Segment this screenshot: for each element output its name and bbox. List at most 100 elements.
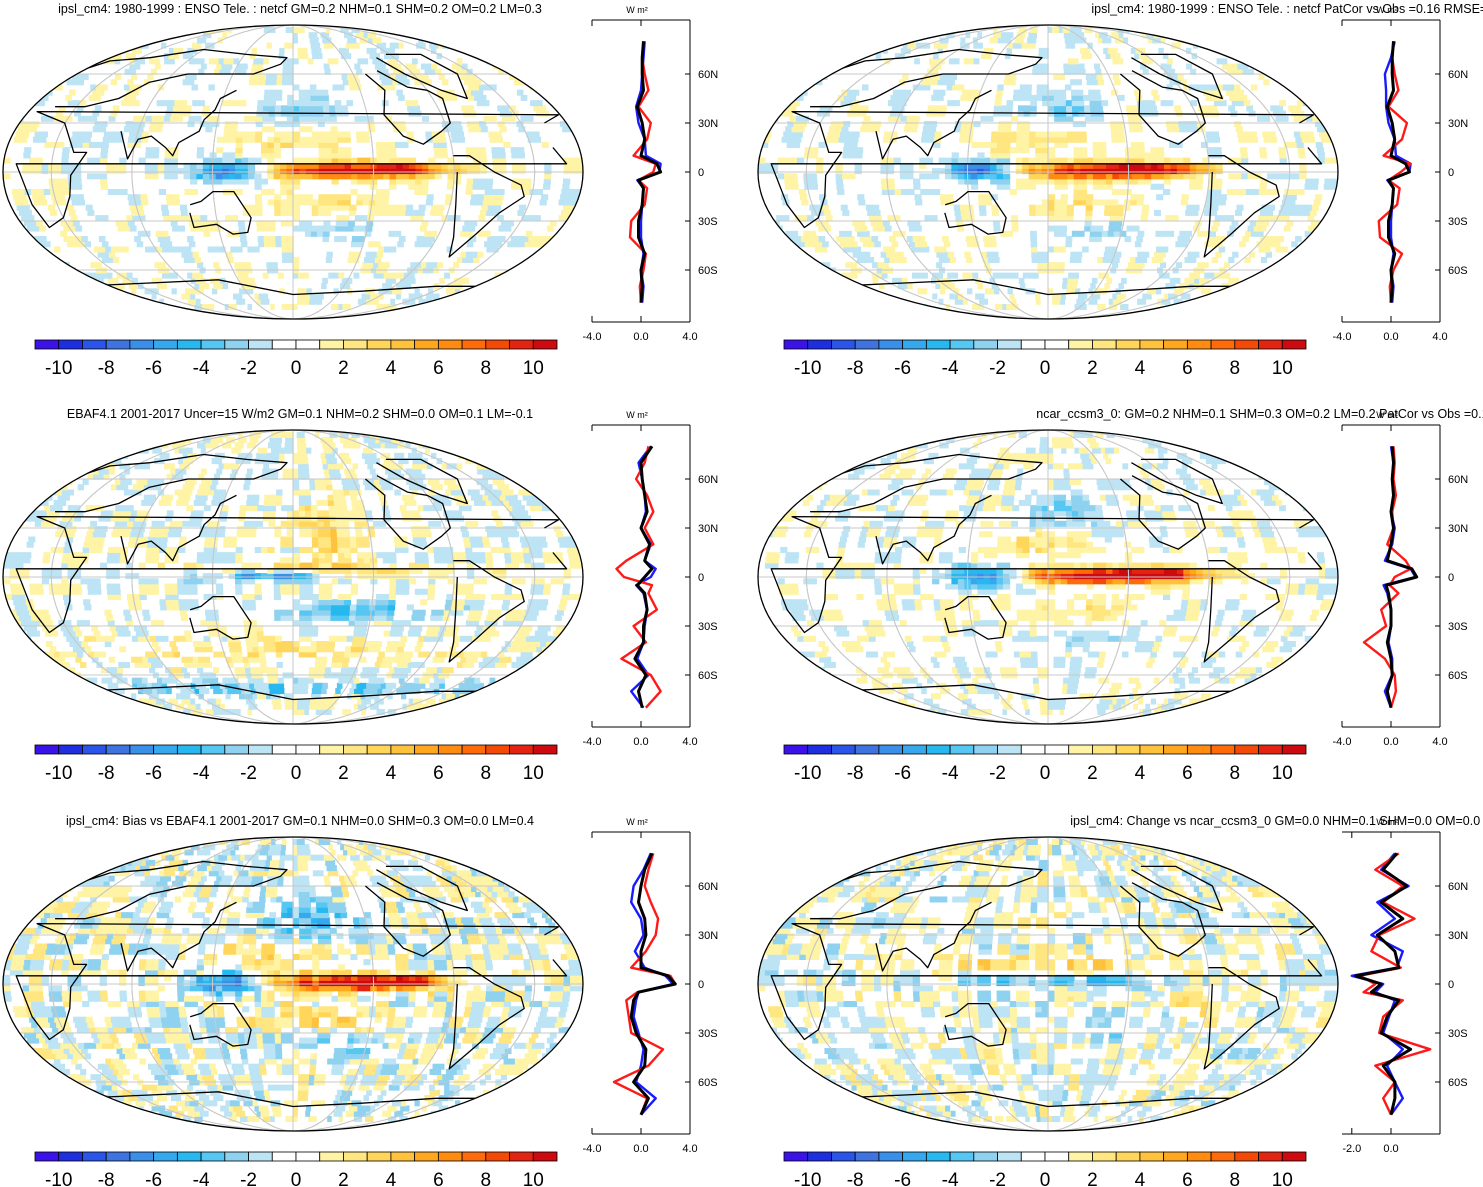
heatmap-cell bbox=[248, 136, 256, 143]
heatmap-cell bbox=[317, 121, 325, 128]
heatmap-cell bbox=[821, 272, 828, 279]
heatmap-cell bbox=[961, 215, 969, 222]
heatmap-cell bbox=[18, 188, 26, 196]
heatmap-cell bbox=[938, 110, 946, 117]
heatmap-cell bbox=[337, 147, 346, 154]
heatmap-cell bbox=[1027, 37, 1033, 44]
heatmap-cell bbox=[222, 162, 230, 169]
heatmap-cell bbox=[312, 32, 318, 39]
colorbar-swatch bbox=[1115, 339, 1141, 350]
heatmap-cell bbox=[32, 100, 39, 107]
heatmap-cell bbox=[27, 630, 34, 637]
heatmap-cell bbox=[1082, 246, 1089, 253]
heatmap-cell bbox=[170, 168, 178, 175]
heatmap-cell bbox=[389, 630, 397, 637]
heatmap-cell bbox=[117, 293, 123, 300]
heatmap-cell bbox=[381, 100, 389, 107]
profile-line-red bbox=[1377, 41, 1412, 303]
heatmap-cell bbox=[409, 277, 416, 284]
heatmap-cell bbox=[981, 251, 988, 258]
heatmap-cell bbox=[382, 656, 389, 663]
heatmap-cell bbox=[801, 199, 809, 206]
heatmap-cell bbox=[1320, 136, 1328, 143]
heatmap-cell bbox=[274, 121, 282, 128]
heatmap-cell bbox=[77, 115, 85, 122]
heatmap-cell bbox=[1022, 126, 1031, 133]
heatmap-cell bbox=[40, 115, 48, 122]
heatmap-cell bbox=[322, 641, 330, 648]
heatmap-cell bbox=[154, 646, 161, 653]
heatmap-cell bbox=[242, 136, 250, 143]
heatmap-cell bbox=[1015, 178, 1024, 185]
heatmap-cell bbox=[472, 152, 481, 159]
heatmap-cell bbox=[1213, 194, 1221, 201]
heatmap-cell bbox=[165, 194, 173, 201]
heatmap-cell bbox=[195, 220, 203, 227]
heatmap-cell bbox=[1191, 209, 1199, 216]
heatmap-cell bbox=[1144, 152, 1152, 159]
heatmap-cell bbox=[1183, 84, 1190, 91]
heatmap-cell bbox=[970, 168, 978, 175]
heatmap-cell bbox=[445, 693, 452, 700]
heatmap-cell bbox=[1118, 283, 1124, 290]
heatmap-cell bbox=[141, 682, 148, 689]
heatmap-cell bbox=[325, 152, 333, 159]
heatmap-cell bbox=[1038, 53, 1045, 60]
heatmap-cell bbox=[1276, 105, 1284, 112]
heatmap-cell bbox=[305, 115, 313, 122]
heatmap-cell bbox=[20, 136, 28, 143]
heatmap-cell bbox=[455, 42, 461, 49]
heatmap-cell bbox=[299, 168, 307, 175]
heatmap-cell bbox=[1112, 157, 1120, 164]
heatmap-cell bbox=[1283, 194, 1291, 201]
heatmap-cell bbox=[1048, 136, 1056, 143]
heatmap-cell bbox=[362, 609, 370, 616]
heatmap-cell bbox=[118, 661, 125, 668]
heatmap-cell bbox=[280, 204, 288, 211]
heatmap-cell bbox=[235, 136, 244, 143]
heatmap-cell bbox=[1085, 74, 1092, 81]
heatmap-cell bbox=[421, 162, 430, 169]
heatmap-cell bbox=[1099, 168, 1107, 175]
heatmap-cell bbox=[129, 94, 137, 101]
heatmap-cell bbox=[410, 703, 416, 710]
heatmap-cell bbox=[939, 194, 948, 201]
heatmap-cell bbox=[793, 241, 800, 248]
heatmap-cell bbox=[434, 682, 441, 689]
heatmap-cell bbox=[178, 105, 186, 112]
heatmap-cell bbox=[299, 609, 307, 616]
heatmap-cell bbox=[1239, 188, 1247, 196]
heatmap-cell bbox=[198, 641, 206, 648]
heatmap-cell bbox=[527, 656, 534, 663]
heatmap-cell bbox=[570, 168, 578, 175]
heatmap-cell bbox=[1142, 251, 1150, 258]
heatmap-cell bbox=[213, 246, 220, 253]
heatmap-cell bbox=[1231, 220, 1239, 227]
heatmap-cell bbox=[1140, 63, 1146, 70]
heatmap-cell bbox=[965, 32, 971, 39]
heatmap-cell bbox=[198, 303, 203, 310]
heatmap-cell bbox=[764, 162, 772, 169]
heatmap-cell bbox=[116, 246, 124, 253]
heatmap-cell bbox=[145, 588, 153, 595]
lat-tick-label: 30N bbox=[1448, 118, 1468, 130]
heatmap-cell bbox=[353, 225, 361, 232]
heatmap-cell bbox=[897, 251, 904, 258]
heatmap-cell bbox=[118, 703, 124, 710]
heatmap-cell bbox=[758, 168, 766, 175]
heatmap-cell bbox=[1214, 298, 1220, 305]
heatmap-cell bbox=[1053, 74, 1060, 81]
heatmap-cell bbox=[473, 162, 481, 169]
heatmap-cell bbox=[35, 583, 44, 590]
heatmap-cell bbox=[40, 131, 48, 138]
heatmap-cell bbox=[367, 215, 375, 222]
heatmap-cell bbox=[1213, 220, 1221, 227]
heatmap-cell bbox=[298, 94, 306, 101]
heatmap-cell bbox=[247, 651, 254, 658]
heatmap-cell bbox=[1114, 32, 1120, 39]
heatmap-cell bbox=[229, 682, 236, 689]
heatmap-cell bbox=[248, 131, 256, 138]
heatmap-cell bbox=[335, 688, 341, 695]
heatmap-cell bbox=[389, 168, 397, 175]
heatmap-cell bbox=[301, 293, 307, 300]
